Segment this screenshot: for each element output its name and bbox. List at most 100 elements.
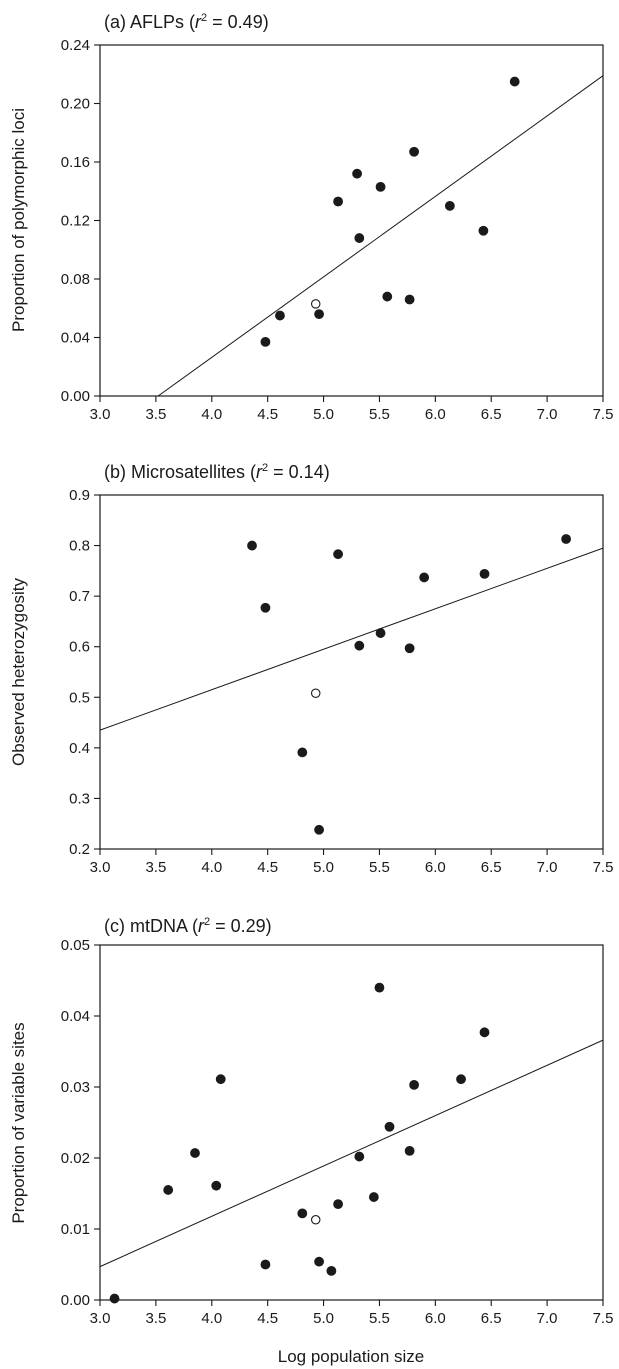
y-tick-label: 0.02 — [61, 1150, 90, 1167]
x-tick-label: 6.5 — [481, 1310, 502, 1327]
x-tick-label: 3.5 — [145, 859, 166, 876]
plot-frame — [99, 494, 604, 850]
x-tick-label: 7.0 — [537, 859, 558, 876]
data-point — [275, 310, 285, 321]
data-point-open — [310, 688, 321, 698]
x-tick-label: 4.0 — [201, 859, 222, 876]
x-tick-label: 5.5 — [369, 1310, 390, 1327]
x-tick-label: 7.0 — [537, 406, 558, 423]
x-tick-label: 7.5 — [593, 859, 614, 876]
data-point — [260, 1259, 271, 1270]
data-point — [479, 568, 490, 579]
data-point — [354, 640, 365, 651]
y-tick-label: 0.12 — [61, 213, 90, 230]
x-tick-label: 6.5 — [481, 406, 502, 423]
y-tick-label: 0.04 — [61, 330, 90, 347]
y-tick-label: 0.04 — [61, 1008, 90, 1025]
panel-title: (a) AFLPs (r2 = 0.49) — [104, 12, 269, 32]
data-point — [384, 1121, 395, 1132]
data-point — [314, 309, 324, 319]
y-tick-label: 0.7 — [69, 588, 90, 605]
y-tick-label: 0.2 — [69, 841, 90, 858]
x-tick-label: 7.5 — [593, 1310, 614, 1327]
y-tick-label: 0.5 — [69, 689, 90, 706]
x-tick-label: 4.5 — [257, 1310, 278, 1327]
axis-ticks: 3.0 3.5 4.0 4.5 5.0 5.5 6.0 6.5 7.0 7.5 0.2 0.3 0.4 0… — [69, 487, 613, 876]
x-tick-label: 3.0 — [90, 859, 111, 876]
x-tick-label: 4.0 — [201, 1310, 222, 1327]
y-tick-label: 0.3 — [69, 790, 90, 807]
x-tick-label: 5.5 — [369, 406, 390, 423]
data-point — [404, 643, 415, 654]
y-tick-label: 0.16 — [61, 154, 90, 171]
x-tick-label: 6.0 — [425, 406, 446, 423]
panel-b-microsatellites: (b) Microsatellites (r2 = 0.14) Observed… — [9, 462, 613, 876]
x-tick-label: 5.5 — [369, 859, 390, 876]
data-point — [368, 1192, 379, 1202]
data-point — [314, 1256, 324, 1267]
plot-frame — [99, 44, 604, 397]
y-tick-label: 0.4 — [69, 740, 90, 757]
data-point — [163, 1185, 174, 1195]
data-point — [444, 200, 455, 211]
data-point — [211, 1180, 222, 1191]
data-point — [247, 540, 257, 551]
data-point — [404, 1146, 415, 1156]
data-points — [260, 76, 520, 347]
data-point — [333, 196, 343, 207]
data-point — [354, 1151, 365, 1162]
x-tick-label: 4.5 — [257, 406, 278, 423]
data-point — [352, 168, 362, 179]
x-tick-label: 5.0 — [313, 1310, 334, 1327]
regression-line — [99, 547, 604, 731]
data-point — [456, 1074, 466, 1085]
x-tick-label: 5.0 — [313, 406, 334, 423]
x-tick-label: 3.0 — [90, 1310, 111, 1327]
data-point — [260, 336, 271, 347]
data-point — [409, 1079, 419, 1090]
y-axis-label: Proportion of variable sites — [9, 1022, 28, 1223]
y-tick-label: 0.01 — [61, 1221, 90, 1238]
data-point — [260, 602, 271, 613]
data-point — [478, 225, 489, 236]
y-tick-label: 0.00 — [61, 388, 90, 405]
y-tick-label: 0.8 — [69, 538, 90, 555]
x-tick-label: 6.0 — [425, 1310, 446, 1327]
data-point — [354, 233, 365, 243]
y-axis-label: Observed heterozygosity — [9, 577, 28, 766]
x-tick-label: 3.5 — [145, 406, 166, 423]
x-tick-label: 7.0 — [537, 1310, 558, 1327]
regression-line — [157, 75, 604, 397]
panel-title: (b) Microsatellites (r2 = 0.14) — [104, 462, 330, 482]
y-axis-label: Proportion of polymorphic loci — [9, 108, 28, 332]
data-point-open — [310, 1215, 321, 1225]
data-points — [109, 982, 490, 1304]
data-point — [479, 1027, 490, 1038]
x-tick-label: 6.0 — [425, 859, 446, 876]
regression-line — [99, 1039, 604, 1268]
axis-ticks: 3.0 3.5 4.0 4.5 5.0 5.5 6.0 6.5 7.0 7.5 0.00 0.01 0.… — [61, 937, 614, 1327]
y-tick-label: 0.6 — [69, 639, 90, 656]
data-point — [109, 1293, 120, 1304]
x-tick-label: 4.5 — [257, 859, 278, 876]
data-point — [375, 181, 386, 192]
data-point — [215, 1074, 226, 1085]
panel-title: (c) mtDNA (r2 = 0.29) — [104, 916, 272, 936]
x-tick-label: 5.0 — [313, 859, 334, 876]
plot-frame — [99, 944, 604, 1301]
x-tick-label: 3.5 — [145, 1310, 166, 1327]
data-point — [297, 747, 308, 758]
y-tick-label: 0.03 — [61, 1079, 90, 1096]
data-point-open — [310, 299, 321, 309]
data-point — [333, 1199, 343, 1210]
y-tick-label: 0.24 — [61, 37, 90, 54]
data-point — [419, 572, 430, 583]
data-point — [382, 291, 393, 302]
data-point — [326, 1265, 337, 1276]
y-tick-label: 0.05 — [61, 937, 90, 954]
y-tick-label: 0.20 — [61, 96, 90, 113]
data-point — [333, 549, 343, 560]
panel-a-aflps: (a) AFLPs (r2 = 0.49) Proportion of poly… — [9, 12, 613, 423]
y-tick-label: 0.00 — [61, 1292, 90, 1309]
